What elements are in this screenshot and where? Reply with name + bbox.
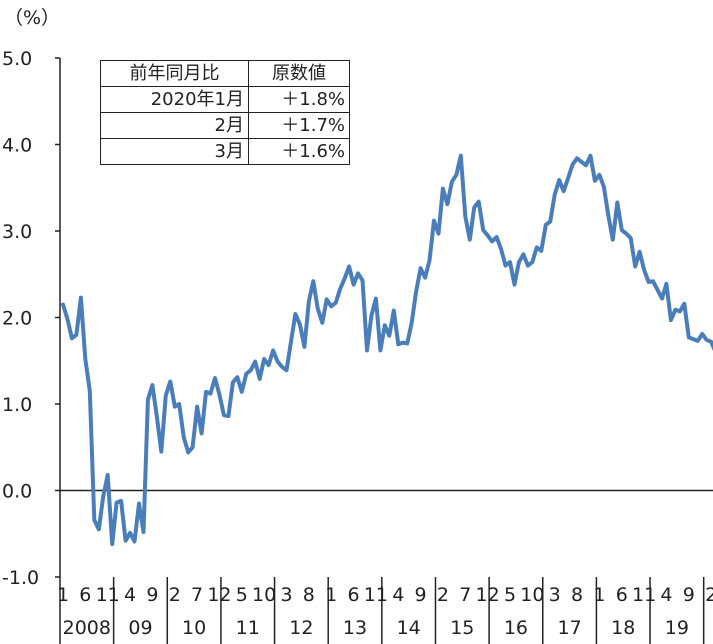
x-month-label: 11 — [364, 584, 388, 606]
y-tick-label: 5.0 — [2, 48, 32, 70]
table-header-cell: 前年同月比 — [100, 60, 249, 87]
x-month-label: 1 — [57, 584, 69, 606]
y-unit-label: （%） — [4, 7, 60, 29]
x-month-label: 4 — [660, 584, 672, 606]
x-year-label: 16 — [504, 617, 528, 639]
x-month-label: 11 — [96, 584, 120, 606]
table-header-cell: 原数値 — [248, 60, 350, 87]
y-tick-label: -1.0 — [2, 567, 39, 589]
x-month-label: 8 — [571, 584, 583, 606]
table-cell-period: 3月 — [100, 138, 249, 165]
x-year-label: 17 — [557, 617, 581, 639]
x-month-label: 9 — [683, 584, 695, 606]
series-line — [61, 153, 713, 547]
x-year-label: 2008 — [63, 617, 111, 639]
x-year-label: 13 — [343, 617, 367, 639]
y-tick-label: 3.0 — [2, 221, 32, 243]
table-row: 3月 ＋1.6% — [100, 138, 350, 165]
x-year-label: 18 — [611, 617, 635, 639]
x-month-label: 2 — [169, 584, 181, 606]
table-cell-value: ＋1.7% — [248, 112, 350, 139]
x-month-label: 4 — [124, 584, 136, 606]
table-cell-value: ＋1.8% — [248, 86, 350, 113]
table-cell-period: 2020年1月 — [100, 86, 249, 113]
x-month-label: 1 — [325, 584, 337, 606]
x-month-label: 12 — [207, 584, 231, 606]
y-tick-label: 4.0 — [2, 135, 32, 157]
table-row: 2020年1月 ＋1.8% — [100, 86, 350, 113]
x-month-label: 8 — [303, 584, 315, 606]
y-tick-label: 2.0 — [2, 308, 32, 330]
x-year-label: 15 — [450, 617, 474, 639]
x-month-label: 6 — [616, 584, 628, 606]
x-axis-labels: 1 6 11 4 9 2 7 12 5 10 3 8 1 6 11 4 9 2 7 12 5 10 3 8 1 6 11 4 9 2200… — [57, 584, 713, 639]
x-month-label: 11 — [632, 584, 656, 606]
x-month-label: 1 — [593, 584, 605, 606]
x-year-label: 10 — [182, 617, 206, 639]
x-year-label: 09 — [128, 617, 152, 639]
x-axis — [59, 577, 705, 644]
x-month-label: 3 — [280, 584, 292, 606]
y-tick-label: 0.0 — [2, 481, 32, 503]
x-month-label: 9 — [415, 584, 427, 606]
x-month-label: 7 — [459, 584, 471, 606]
x-month-label: 3 — [549, 584, 561, 606]
x-month-label: 5 — [236, 584, 248, 606]
x-month-label: 5 — [504, 584, 516, 606]
x-month-label: 7 — [191, 584, 203, 606]
x-year-label: 11 — [236, 617, 260, 639]
x-month-label: 6 — [348, 584, 360, 606]
data-table: 前年同月比 原数値 2020年1月 ＋1.8% 2月 ＋1.7% 3月 ＋1.6… — [100, 60, 350, 165]
x-month-label: 2 — [705, 584, 713, 606]
y-axis: 5.0 4.0 3.0 2.0 1.0 0.0 -1.0 — [2, 48, 60, 589]
table-cell-value: ＋1.6% — [248, 138, 350, 165]
x-month-label: 4 — [392, 584, 404, 606]
x-month-label: 10 — [520, 584, 544, 606]
table-header-row: 前年同月比 原数値 — [100, 60, 350, 87]
x-year-label: 12 — [289, 617, 313, 639]
x-month-label: 10 — [252, 584, 276, 606]
x-month-label: 12 — [476, 584, 500, 606]
x-year-label: 14 — [397, 617, 421, 639]
table-cell-period: 2月 — [100, 112, 249, 139]
x-year-label: 19 — [665, 617, 689, 639]
y-tick-label: 1.0 — [2, 394, 32, 416]
x-month-label: 2 — [437, 584, 449, 606]
x-month-label: 9 — [146, 584, 158, 606]
table-row: 2月 ＋1.7% — [100, 112, 350, 139]
x-month-label: 6 — [79, 584, 91, 606]
